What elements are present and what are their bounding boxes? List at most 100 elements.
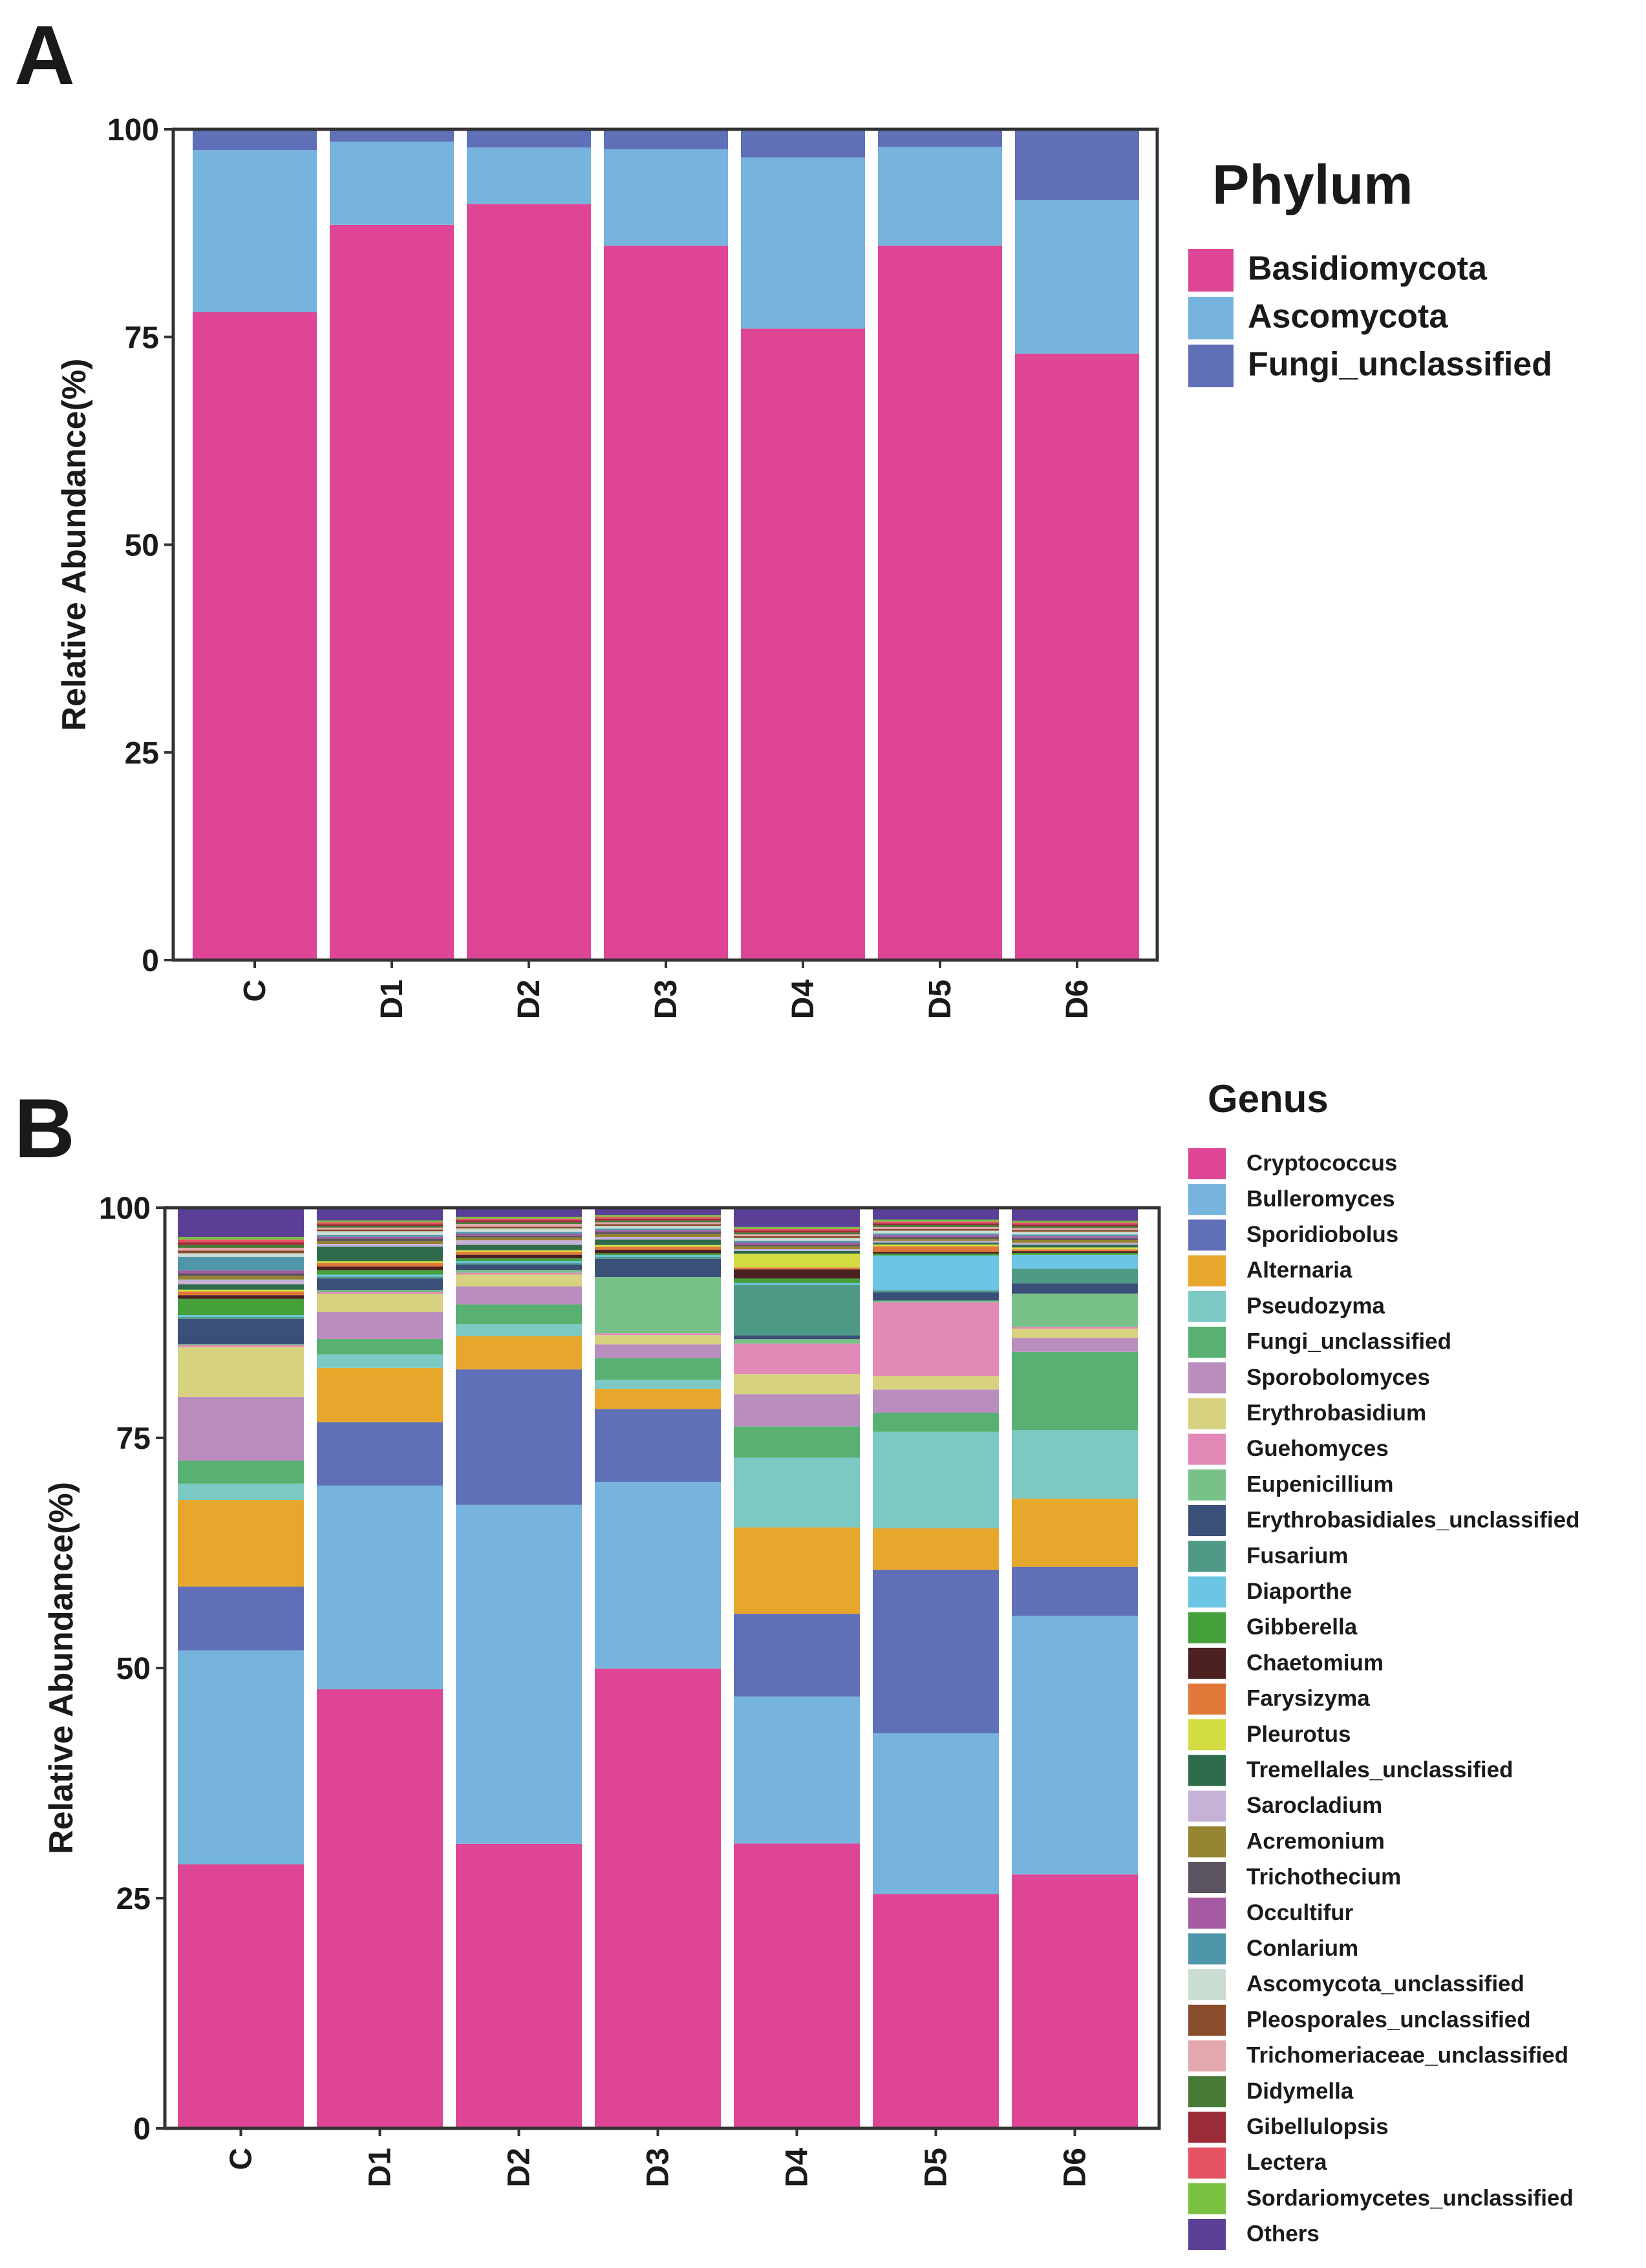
bar-segment-d2-pleurotus bbox=[456, 1250, 582, 1252]
bar-segment-d2-pleosporales_unclassified bbox=[456, 1226, 582, 1229]
bar-segment-d3-guehomyces bbox=[595, 1333, 721, 1336]
bar-segment-d1-sordariomycetes_unclassified bbox=[317, 1220, 443, 1223]
bar-segment-d3-gibberella bbox=[595, 1253, 721, 1256]
bar-segment-d2-trichomeriaceae_unclassified bbox=[456, 1224, 582, 1227]
bar-segment-d3-eupenicillium bbox=[595, 1277, 721, 1334]
bar-segment-d2-chaetomium bbox=[456, 1254, 582, 1259]
panel-a-letter: A bbox=[14, 8, 75, 102]
bar-segment-d1-erythrobasidium bbox=[317, 1294, 443, 1312]
legend-label-pleosporales_unclassified: Pleosporales_unclassified bbox=[1246, 2007, 1531, 2032]
legend-swatch-ascomycota bbox=[1188, 297, 1234, 339]
bar-segment-d2-alternaria bbox=[456, 1336, 582, 1370]
x-tick-label-d1: D1 bbox=[375, 979, 409, 1019]
bar-segment-d3-farysizyma bbox=[595, 1246, 721, 1250]
bar-segment-d5-erythrobasidiales_unclassified bbox=[873, 1292, 999, 1301]
bar-segment-c-trichothecium bbox=[178, 1273, 304, 1276]
bar-segment-c-cryptococcus bbox=[178, 1864, 304, 2128]
legend-label-guehomyces: Guehomyces bbox=[1246, 1436, 1389, 1461]
panel-b-legend: Genus Cryptococcus Bulleromyces Sporidiobol… bbox=[1188, 1077, 1579, 2250]
bar-segment-c-sporobolomyces bbox=[178, 1396, 304, 1461]
bar-segment-d5-others bbox=[873, 1208, 999, 1220]
bar-segment-d4-sordariomycetes_unclassified bbox=[734, 1226, 860, 1229]
bar-segment-d6-basidiomycota bbox=[1015, 353, 1139, 960]
bar-segment-d3-tremellales_unclassified bbox=[595, 1239, 721, 1245]
bar-segment-d5-trichomeriaceae_unclassified bbox=[873, 1226, 999, 1229]
bar-segment-d3-occultifur bbox=[595, 1230, 721, 1233]
legend-swatch-chaetomium bbox=[1188, 1647, 1226, 1679]
bar-segment-d6-sarocladium bbox=[1012, 1243, 1138, 1245]
legend-label-sarocladium: Sarocladium bbox=[1246, 1793, 1382, 1818]
bar-segment-c-pleurotus bbox=[178, 1289, 304, 1292]
legend-label-acremonium: Acremonium bbox=[1246, 1828, 1385, 1854]
bar-segment-d6-lectera bbox=[1012, 1222, 1138, 1225]
bar-segment-d4-trichomeriaceae_unclassified bbox=[734, 1234, 860, 1237]
bar-segment-c-sarocladium bbox=[178, 1279, 304, 1285]
x-tick-label-d3: D3 bbox=[641, 2148, 676, 2187]
bar-segment-c-diaporthe bbox=[178, 1315, 304, 1318]
y-tick-label-25: 25 bbox=[116, 1882, 151, 1916]
legend-label-trichomeriaceae_unclassified: Trichomeriaceae_unclassified bbox=[1246, 2043, 1568, 2068]
bar-segment-d5-gibberella bbox=[873, 1254, 999, 1256]
legend-swatch-trichothecium bbox=[1188, 1862, 1226, 1893]
bar-segment-d4-sporobolomyces bbox=[734, 1394, 860, 1427]
y-tick-label-100: 100 bbox=[107, 113, 159, 147]
bar-segment-c-erythrobasidium bbox=[178, 1347, 304, 1397]
bar-segment-d6-erythrobasidium bbox=[1012, 1329, 1138, 1338]
legend-swatch-others bbox=[1188, 2219, 1226, 2250]
bar-segment-d3-lectera bbox=[595, 1217, 721, 1219]
bar-segment-d4-pleosporales_unclassified bbox=[734, 1236, 860, 1238]
legend-label-occultifur: Occultifur bbox=[1246, 1900, 1354, 1925]
bar-segment-c-chaetomium bbox=[178, 1295, 304, 1299]
bar-segment-d3-acremonium bbox=[595, 1234, 721, 1237]
bar-segment-d4-pleurotus bbox=[734, 1254, 860, 1268]
legend-swatch-eupenicillium bbox=[1188, 1469, 1226, 1501]
bar-segment-d1-alternaria bbox=[317, 1367, 443, 1422]
bar-segment-d1-occultifur bbox=[317, 1236, 443, 1239]
bar-segment-d1-cryptococcus bbox=[317, 1689, 443, 2128]
bar-segment-d3-conlarium bbox=[595, 1228, 721, 1231]
bar-segment-d1-sarocladium bbox=[317, 1244, 443, 1247]
bar-segment-d2-lectera bbox=[456, 1218, 582, 1221]
bar-segment-d3-ascomycota_unclassified bbox=[595, 1226, 721, 1229]
legend-swatch-acremonium bbox=[1188, 1826, 1226, 1857]
bar-segment-c-bulleromyces bbox=[178, 1650, 304, 1865]
bar-segment-d1-sporobolomyces bbox=[317, 1312, 443, 1340]
bar-segment-d2-sarocladium bbox=[456, 1240, 582, 1245]
legend-swatch-sarocladium bbox=[1188, 1790, 1226, 1822]
bar-segment-d6-bulleromyces bbox=[1012, 1616, 1138, 1875]
bar-segment-d1-trichomeriaceae_unclassified bbox=[317, 1227, 443, 1230]
bar-segment-d2-gibellulopsis bbox=[456, 1220, 582, 1223]
legend-label-conlarium: Conlarium bbox=[1246, 1936, 1358, 1961]
bar-segment-d3-bulleromyces bbox=[595, 1481, 721, 1669]
bar-segment-d5-pleurotus bbox=[873, 1244, 999, 1246]
bar-segment-d3-fungi_unclassified bbox=[604, 129, 728, 149]
bar-segment-d3-erythrobasidium bbox=[595, 1335, 721, 1345]
bar-segment-d3-pleurotus bbox=[595, 1245, 721, 1247]
panel-b-bars bbox=[178, 1208, 1138, 2128]
bar-segment-d4-fungi_unclassified bbox=[734, 1426, 860, 1458]
bar-segment-c-conlarium bbox=[178, 1257, 304, 1271]
legend-label-bulleromyces: Bulleromyces bbox=[1246, 1186, 1395, 1212]
bar-segment-d3-didymella bbox=[595, 1220, 721, 1223]
bar-segment-c-sporidiobolus bbox=[178, 1586, 304, 1651]
legend-swatch-farysizyma bbox=[1188, 1684, 1226, 1715]
x-tick-label-d3: D3 bbox=[649, 979, 683, 1019]
bar-segment-d4-acremonium bbox=[734, 1246, 860, 1249]
bar-segment-d2-basidiomycota bbox=[467, 204, 591, 960]
legend-label-tremellales_unclassified: Tremellales_unclassified bbox=[1246, 1757, 1513, 1782]
bar-segment-d5-ascomycota_unclassified bbox=[873, 1230, 999, 1234]
bar-segment-d1-conlarium bbox=[317, 1235, 443, 1237]
bar-segment-c-alternaria bbox=[178, 1500, 304, 1587]
bar-segment-d4-chaetomium bbox=[734, 1269, 860, 1279]
x-tick-label-d6: D6 bbox=[1060, 979, 1095, 1019]
legend-swatch-bulleromyces bbox=[1188, 1184, 1226, 1215]
bar-segment-d6-pseudozyma bbox=[1012, 1430, 1138, 1499]
bar-segment-d6-eupenicillium bbox=[1012, 1293, 1138, 1327]
bar-segment-d3-fungi_unclassified bbox=[595, 1358, 721, 1380]
bar-segment-d1-basidiomycota bbox=[330, 224, 454, 960]
legend-swatch-basidiomycota bbox=[1188, 249, 1234, 292]
bar-segment-d4-basidiomycota bbox=[741, 328, 865, 960]
bar-segment-d1-bulleromyces bbox=[317, 1485, 443, 1689]
bar-segment-d5-farysizyma bbox=[873, 1246, 999, 1252]
y-tick-label-25: 25 bbox=[125, 736, 159, 771]
